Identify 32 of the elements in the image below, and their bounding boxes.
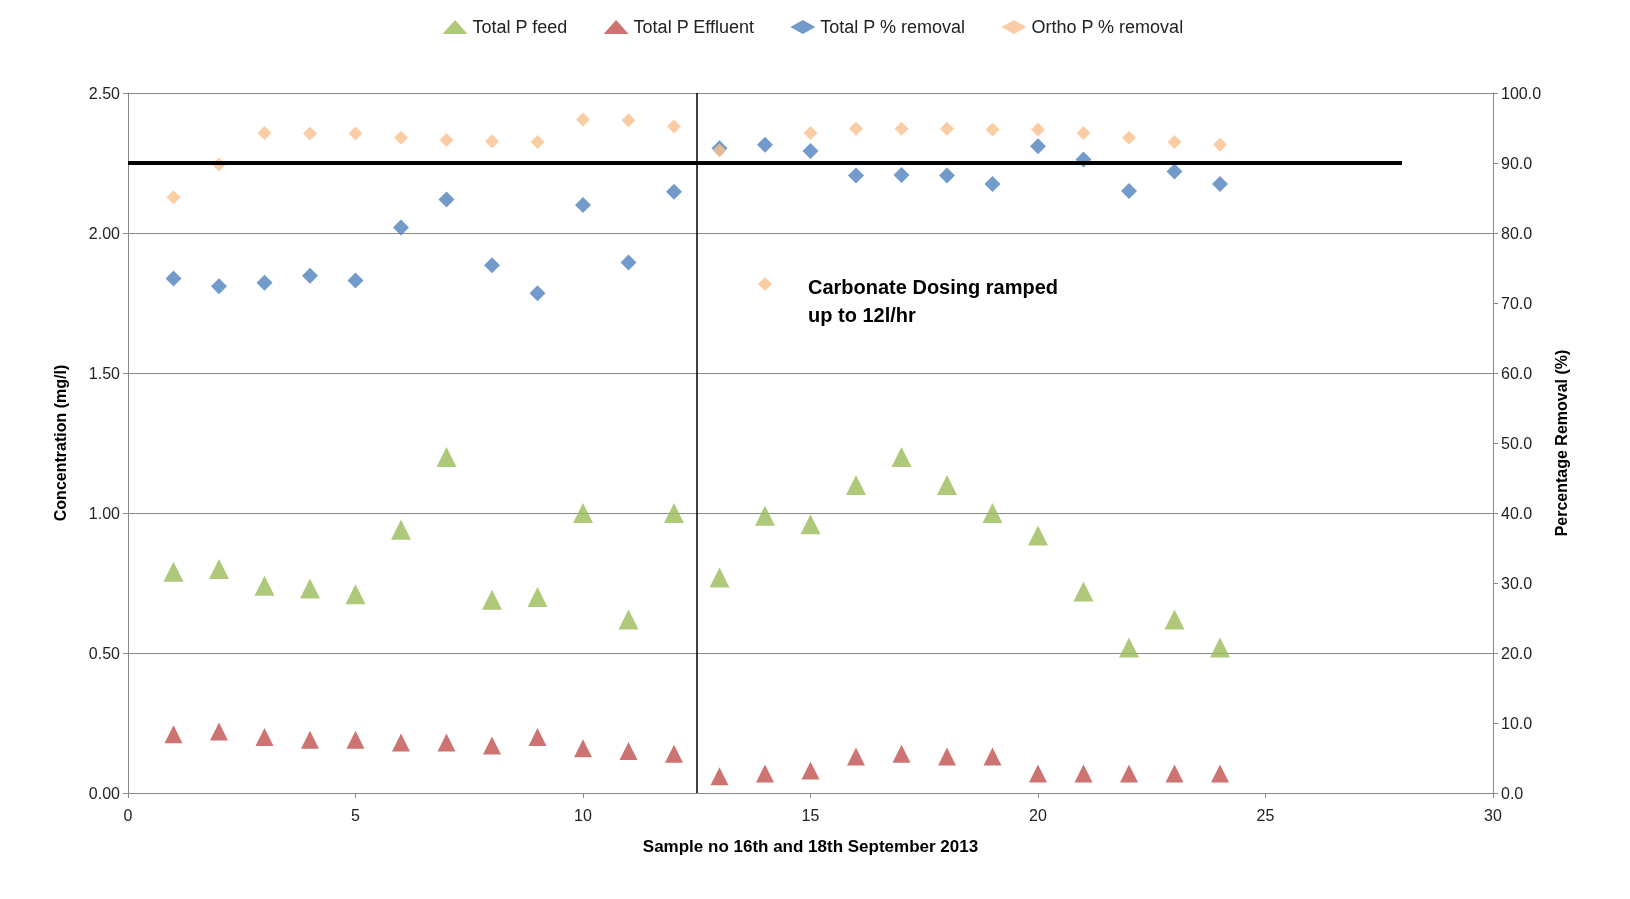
x-tick-label: 0 <box>123 806 133 824</box>
y2-tick-label: 90.0 <box>1501 154 1533 172</box>
y2-axis-title: Percentage Removal (%) <box>1552 349 1570 537</box>
legend-label: Total P Effluent <box>633 17 755 37</box>
annotation: Carbonate Dosing ramped up to 12l/hr <box>808 276 1059 326</box>
y2-tick-label: 10.0 <box>1501 714 1533 732</box>
legend-label: Total P feed <box>472 17 568 37</box>
x-tick-label: 20 <box>1029 806 1047 824</box>
y2-tick-label: 100.0 <box>1501 84 1542 102</box>
y-tick-label: 1.50 <box>88 364 121 382</box>
y2-tick-label: 40.0 <box>1501 504 1533 522</box>
y-axis-title: Concentration (mg/l) <box>51 364 69 522</box>
y-tick-label: 0.00 <box>88 784 121 802</box>
y2-tick-label: 20.0 <box>1501 644 1533 662</box>
x-tick-label: 25 <box>1256 806 1275 824</box>
x-tick-label: 30 <box>1484 806 1502 824</box>
y2-tick-label: 30.0 <box>1501 574 1533 592</box>
y2-tick-label: 0.0 <box>1501 784 1524 802</box>
x-tick-label: 5 <box>351 806 361 824</box>
y2-tick-label: 50.0 <box>1501 434 1533 452</box>
x-axis-title: Sample no 16th and 18th September 2013 <box>642 837 979 856</box>
y2-tick-label: 60.0 <box>1501 364 1533 382</box>
y-tick-label: 2.00 <box>88 224 121 242</box>
legend-label: Ortho P % removal <box>1031 17 1184 37</box>
y-tick-label: 2.50 <box>88 84 121 102</box>
y2-tick-label: 80.0 <box>1501 224 1533 242</box>
x-tick-label: 10 <box>574 806 592 824</box>
y2-tick-label: 70.0 <box>1501 294 1533 312</box>
y-tick-label: 1.00 <box>88 504 121 522</box>
legend-label: Total P % removal <box>820 17 966 37</box>
x-tick-label: 15 <box>801 806 820 824</box>
y-tick-label: 0.50 <box>88 644 121 662</box>
